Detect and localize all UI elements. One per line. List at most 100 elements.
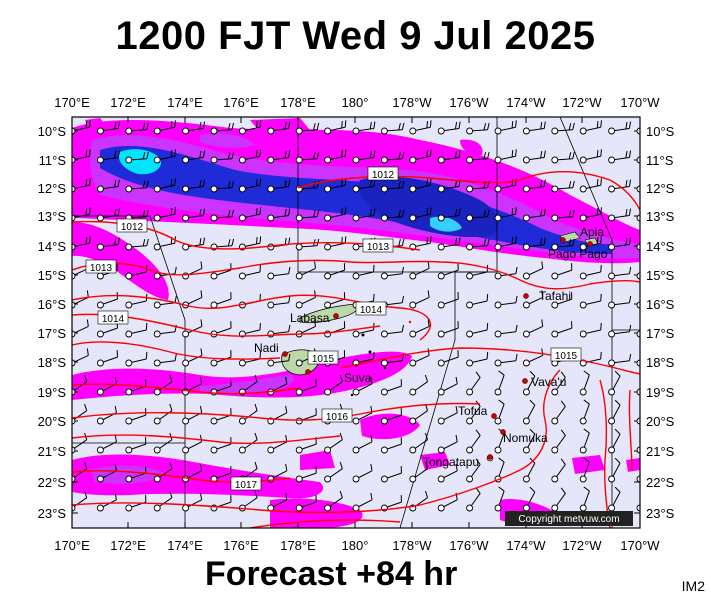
lat-label-left: 13°S xyxy=(38,209,67,224)
wind-barb xyxy=(437,434,458,454)
wind-barb xyxy=(210,122,235,135)
wind-barb xyxy=(380,466,402,483)
wind-barb xyxy=(522,261,544,280)
place-tafahi: Tafahi xyxy=(523,289,571,303)
wind-barb xyxy=(324,461,343,483)
wind-barb xyxy=(153,461,173,483)
wind-barb xyxy=(522,208,546,222)
isobar-label: 1014 xyxy=(355,301,387,316)
wind-barb xyxy=(153,295,177,309)
wind-barb xyxy=(579,236,602,251)
wind-barb xyxy=(96,208,120,222)
svg-text:1015: 1015 xyxy=(312,354,335,365)
wind-barb xyxy=(267,179,291,193)
place-vava-u: Vava'u xyxy=(522,375,566,389)
lat-label-right: 11°S xyxy=(646,153,674,168)
lon-label-top: 172°W xyxy=(562,95,602,110)
wind-barb xyxy=(522,370,536,396)
svg-text:Tongatapu: Tongatapu xyxy=(423,455,479,469)
wind-barb xyxy=(72,236,91,251)
wind-barb xyxy=(466,293,489,309)
wind-barb xyxy=(522,237,546,251)
wind-barb xyxy=(324,120,347,135)
wind-barb xyxy=(466,151,490,164)
lat-label-left: 14°S xyxy=(38,239,67,254)
wind-barb xyxy=(551,151,575,164)
lon-label-top: 176°E xyxy=(223,95,259,110)
wind-barb xyxy=(522,121,546,135)
wind-barb xyxy=(466,122,490,135)
wind-barb xyxy=(579,322,602,338)
wind-barb xyxy=(437,208,461,222)
svg-text:1014: 1014 xyxy=(102,314,125,325)
lon-label-bottom: 178°W xyxy=(392,538,432,553)
wind-barb xyxy=(466,209,490,222)
wind-barb xyxy=(636,243,640,251)
wind-barb xyxy=(409,319,430,338)
svg-text:Tafahi: Tafahi xyxy=(539,289,571,303)
wind-barb xyxy=(72,319,89,338)
wind-barb xyxy=(551,263,573,280)
wind-barb xyxy=(409,348,430,367)
wind-barb xyxy=(551,122,575,135)
wind-barb xyxy=(608,399,621,425)
wind-barb xyxy=(72,120,91,135)
wind-barb xyxy=(466,180,490,193)
wind-barb xyxy=(494,207,517,222)
wind-barb xyxy=(352,434,373,454)
wind-barb xyxy=(551,371,566,396)
svg-text:1012: 1012 xyxy=(372,170,395,181)
wind-barb xyxy=(551,487,566,512)
lon-label-bottom: 170°E xyxy=(54,538,90,553)
wind-barb xyxy=(608,353,632,367)
wind-barb xyxy=(96,321,118,338)
wind-barb xyxy=(409,261,430,280)
wind-barb xyxy=(352,150,376,164)
isobar-label: 1015 xyxy=(307,350,339,365)
lon-label-top: 178°E xyxy=(280,95,316,110)
wind-barb xyxy=(153,403,173,425)
wind-barb xyxy=(608,179,632,193)
wind-barb xyxy=(352,121,376,135)
wind-barb xyxy=(380,437,402,454)
wind-barb xyxy=(579,370,590,396)
wind-barb xyxy=(437,350,459,367)
svg-text:Nomuka: Nomuka xyxy=(503,431,548,445)
lat-label-left: 17°S xyxy=(38,326,67,341)
wind-barb xyxy=(579,399,590,425)
wind-barb xyxy=(153,236,176,251)
wind-barb xyxy=(466,429,481,454)
wind-barb xyxy=(380,324,404,338)
wind-barb xyxy=(380,379,402,396)
wind-barb xyxy=(437,492,458,512)
isobar-label: 1016 xyxy=(321,408,353,423)
place-nadi: Nadi xyxy=(254,341,288,357)
wind-barb xyxy=(551,238,575,251)
copyright-text: Copyright metvuw.com xyxy=(518,514,619,525)
wind-barb xyxy=(380,408,402,425)
place-labasa: Labasa xyxy=(290,311,339,325)
wind-barb xyxy=(636,214,640,222)
wind-barb xyxy=(409,374,429,396)
wind-barb xyxy=(324,263,346,280)
wind-barb xyxy=(182,405,203,425)
lat-label-right: 18°S xyxy=(646,355,675,370)
wind-barb xyxy=(636,127,640,135)
wind-barb xyxy=(494,149,517,164)
map-frame xyxy=(71,116,641,529)
lon-label-top: 178°W xyxy=(392,95,432,110)
wind-barb xyxy=(636,359,640,367)
wind-barb xyxy=(437,376,458,396)
wind-barb xyxy=(295,151,320,164)
wind-barb xyxy=(551,180,575,193)
wind-barb xyxy=(522,428,536,454)
lon-label-bottom: 170°W xyxy=(620,538,660,553)
lat-label-right: 20°S xyxy=(646,414,675,429)
wind-barb xyxy=(295,209,320,222)
lon-label-top: 174°E xyxy=(167,95,203,110)
wind-barb xyxy=(636,301,640,309)
wind-barb xyxy=(466,351,489,367)
isobar-label: 1017 xyxy=(230,476,262,491)
isobar-label: 1014 xyxy=(97,310,129,325)
lat-label-left: 22°S xyxy=(38,475,67,490)
